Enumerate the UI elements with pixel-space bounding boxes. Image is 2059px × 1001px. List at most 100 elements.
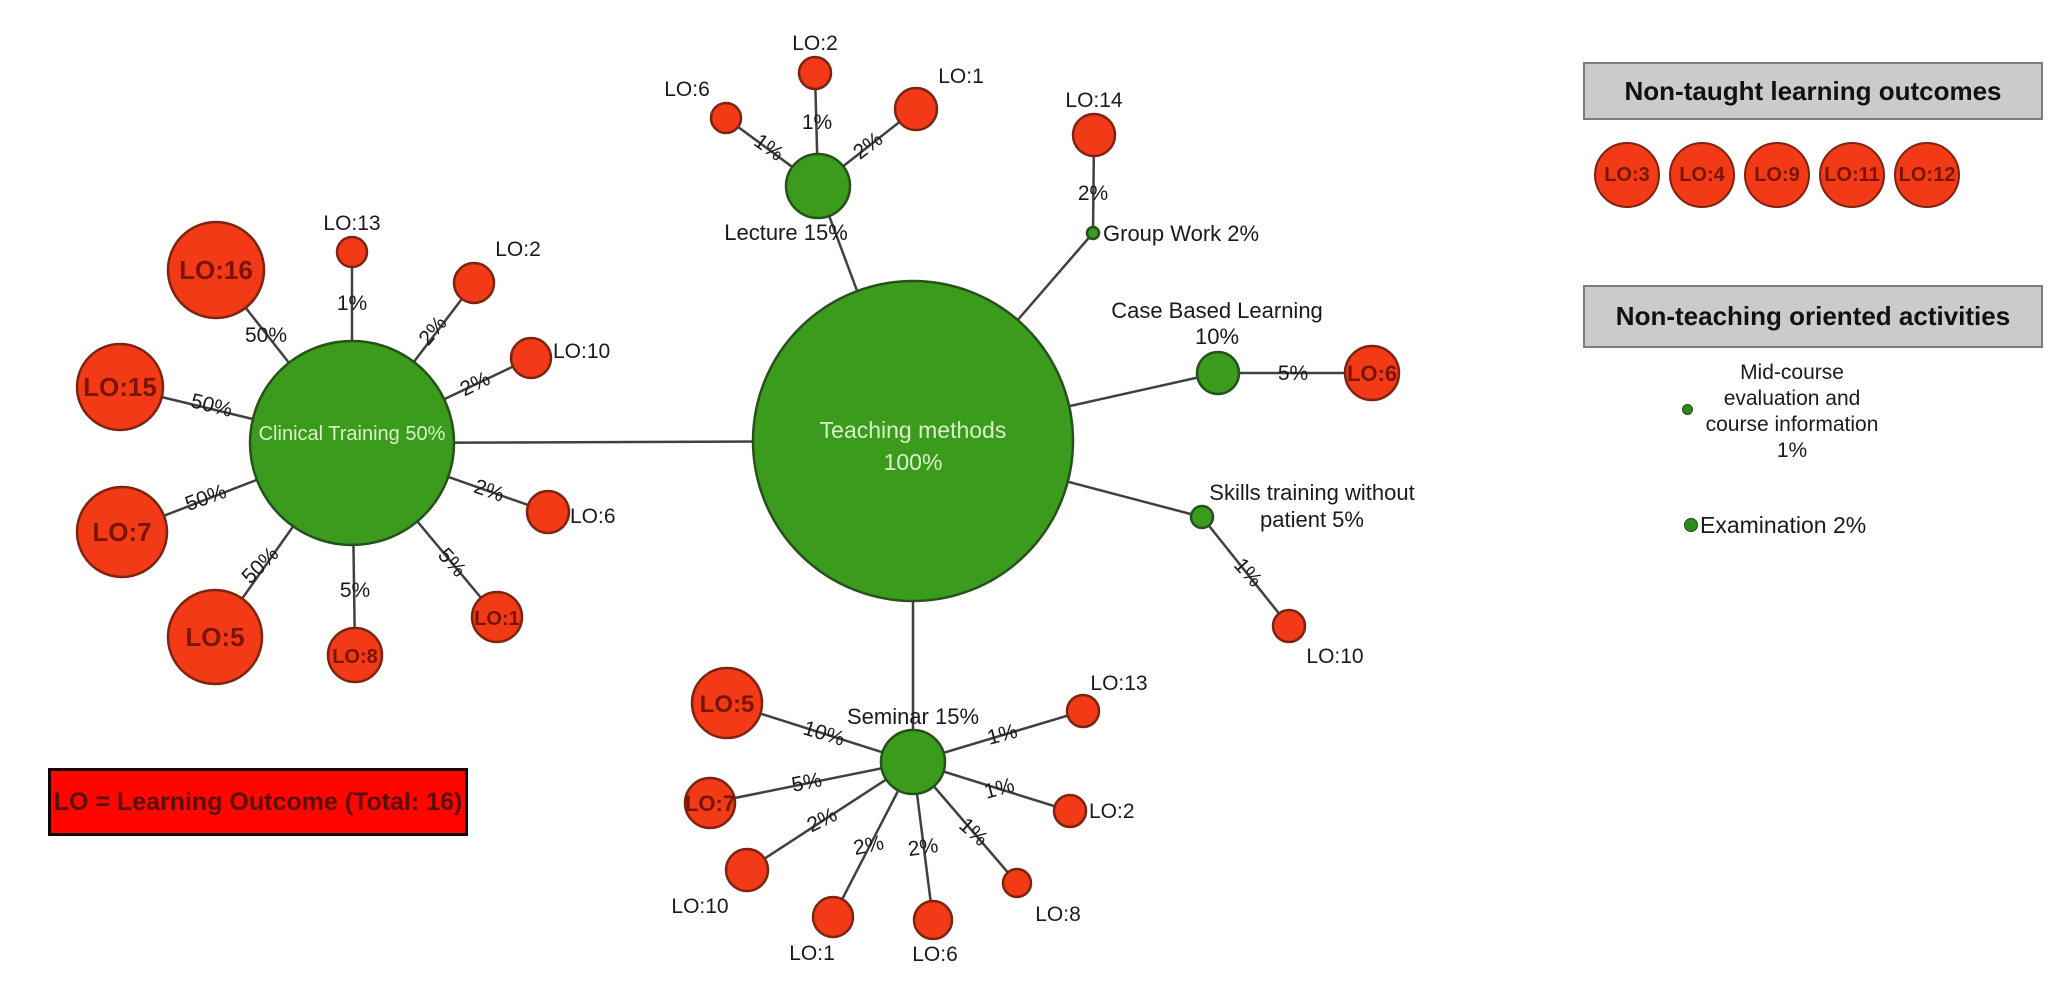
label-groupwork-lo14: LO:14	[1065, 89, 1123, 112]
node-seminar-lo1	[811, 895, 855, 939]
label-seminar-lo2: LO:2	[1089, 800, 1135, 823]
node-seminar-lo7	[683, 776, 737, 830]
legend-label: LO = Learning Outcome (Total: 16)	[53, 787, 463, 816]
label-pct-clin-lo13: 1%	[337, 292, 367, 315]
label-pct-groupwork: 2%	[1078, 182, 1108, 205]
label-pct-sem-lo5: 10%	[800, 717, 847, 751]
node-seminar-lo2	[1052, 793, 1088, 829]
node-seminar-lo5	[690, 666, 764, 740]
label-pct-clin-lo16: 50%	[245, 324, 287, 347]
label-group-work: Group Work 2%	[1103, 221, 1259, 246]
label-in-lo5: LO:5	[185, 622, 244, 652]
node-skills-lo10	[1271, 608, 1307, 644]
node-lecture-lo2	[797, 55, 833, 91]
label-skills-lo10: LO:10	[1306, 645, 1363, 668]
label-case-based-learning: Case Based Learning 10%	[1111, 298, 1323, 349]
label-seminar-lo6: LO:6	[912, 943, 958, 966]
label-pct-sem-lo13: 1%	[985, 720, 1020, 750]
node-group-work	[1085, 225, 1101, 241]
label-in-cbl-lo6: LO:6	[1347, 361, 1397, 386]
label-seminar-lo1: LO:1	[789, 942, 835, 965]
label-pct-sem-lo8: 1%	[954, 813, 992, 850]
node-clinical-training	[248, 339, 456, 547]
label-in-lo7: LO:7	[92, 517, 151, 547]
label-pct-clin-lo2: 2%	[414, 312, 451, 350]
mid-course-evaluation-item: Mid-course evaluation and course informa…	[1660, 360, 1890, 464]
edge-seminar-lo7	[709, 760, 914, 805]
examination-item: Examination 2%	[1684, 510, 1866, 540]
green-dot-icon	[1684, 518, 1698, 532]
node-clinical-lo1	[470, 590, 524, 644]
legend-box: LO = Learning Outcome (Total: 16)	[48, 768, 468, 836]
panel-outcome-lo4: LO:4	[1669, 142, 1735, 208]
label-in-lo1: LO:1	[474, 608, 520, 630]
panel-outcome-lo11: LO:11	[1819, 142, 1885, 208]
panel-outcome-lo3: LO:3	[1594, 142, 1660, 208]
node-lecture-lo1	[893, 86, 939, 132]
node-clinical-lo13	[335, 235, 369, 269]
label-pct-sem-lo10: 2%	[803, 803, 840, 837]
label-teaching-methods: Teaching methods 100%	[820, 417, 1007, 475]
label-pct-sem-lo2: 1%	[982, 774, 1017, 804]
label-in-sem-lo5: LO:5	[700, 691, 755, 718]
node-case-based-learning	[1195, 350, 1241, 396]
non-teaching-activities-title: Non-teaching oriented activities	[1615, 301, 2011, 331]
node-seminar-lo6	[912, 899, 954, 941]
node-seminar-lo10	[724, 847, 770, 893]
label-pct-sem-lo6: 2%	[906, 834, 939, 861]
node-clinical-lo10	[509, 336, 553, 380]
node-seminar-lo8	[1001, 867, 1033, 899]
node-lecture-lo6	[709, 101, 743, 135]
node-clinical-lo16	[166, 220, 266, 320]
node-seminar	[879, 728, 947, 796]
label-clinical-lo6: LO:6	[570, 505, 616, 528]
label-in-lo8: LO:8	[332, 646, 378, 668]
non-taught-outcomes-title: Non-taught learning outcomes	[1624, 76, 2002, 106]
label-clinical-lo2: LO:2	[495, 238, 541, 261]
label-in-lo15: LO:15	[83, 372, 157, 402]
node-clinical-lo2	[452, 261, 496, 305]
label-seminar: Seminar 15%	[847, 704, 979, 729]
node-casebased-lo6	[1343, 344, 1401, 402]
label-pct-clin-lo15: 50%	[188, 389, 234, 421]
node-groupwork-lo14	[1071, 112, 1117, 158]
label-pct-clin-lo7: 50%	[182, 480, 229, 516]
non-teaching-activities-header: Non-teaching oriented activities	[1583, 285, 2043, 348]
label-pct-clin-lo10: 2%	[456, 367, 493, 401]
label-lecture: Lecture 15%	[724, 220, 848, 245]
label-pct-cbl: 5%	[1278, 362, 1308, 385]
node-skills-training	[1189, 504, 1215, 530]
node-seminar-lo13	[1065, 693, 1101, 729]
panel-outcome-lo9: LO:9	[1744, 142, 1810, 208]
label-pct-clin-lo6: 2%	[471, 475, 507, 507]
label-lecture-lo1: LO:1	[938, 65, 984, 88]
label-clinical-training: Clinical Training 50%	[259, 423, 446, 445]
label-clinical-lo13: LO:13	[323, 212, 380, 235]
node-clinical-lo5	[166, 588, 264, 686]
node-teaching-methods	[751, 279, 1075, 603]
non-taught-outcomes-header: Non-taught learning outcomes	[1583, 62, 2043, 120]
label-clinical-lo10: LO:10	[553, 340, 610, 363]
non-taught-outcomes-circles: LO:3 LO:4 LO:9 LO:11 LO:12	[1594, 142, 1960, 208]
label-pct-clin-lo8: 5%	[340, 579, 370, 602]
label-lecture-lo2: LO:2	[792, 32, 838, 55]
edge-skills-lo10	[1201, 516, 1290, 627]
label-seminar-lo10: LO:10	[671, 895, 728, 918]
node-clinical-lo6	[525, 489, 571, 535]
label-skills-training: Skills training without patient 5%	[1209, 480, 1414, 532]
label-in-lo16: LO:16	[179, 255, 253, 285]
node-clinical-lo7	[75, 485, 169, 579]
panel-outcome-lo12: LO:12	[1894, 142, 1960, 208]
node-clinical-lo15	[75, 342, 165, 432]
label-lecture-lo6: LO:6	[664, 78, 710, 101]
label-pct-sem-lo1: 2%	[851, 831, 885, 860]
label-pct-clin-lo1: 5%	[433, 544, 470, 582]
label-pct-lect-lo2: 1%	[802, 111, 832, 134]
label-seminar-lo8: LO:8	[1035, 903, 1081, 926]
label-in-sem-lo7: LO:7	[685, 791, 735, 816]
mid-course-evaluation-label: Mid-course evaluation and course informa…	[1705, 361, 1879, 462]
node-lecture	[784, 152, 852, 220]
label-seminar-lo13: LO:13	[1090, 672, 1147, 695]
